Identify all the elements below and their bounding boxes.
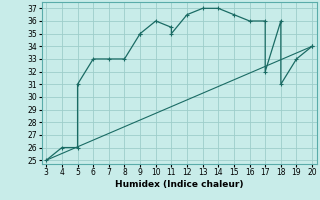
X-axis label: Humidex (Indice chaleur): Humidex (Indice chaleur) — [115, 180, 244, 189]
